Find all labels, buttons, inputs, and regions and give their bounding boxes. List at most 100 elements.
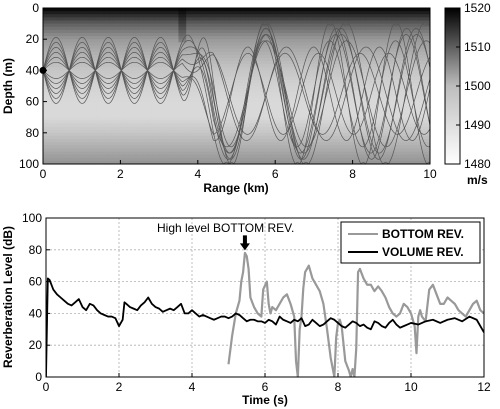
field-cell	[348, 76, 353, 81]
field-cell	[58, 23, 63, 28]
field-cell	[139, 132, 145, 137]
field-cell	[54, 107, 59, 112]
field-cell	[70, 92, 75, 96]
field-cell	[368, 73, 373, 78]
field-cell	[101, 29, 106, 34]
field-cell	[375, 110, 381, 115]
field-cell	[116, 51, 121, 56]
field-cell	[391, 142, 396, 146]
field-cell	[97, 42, 102, 46]
field-cell	[410, 26, 415, 31]
field-cell	[85, 32, 90, 37]
field-cell	[81, 14, 86, 18]
field-cell	[155, 79, 160, 84]
field-cell	[43, 89, 48, 93]
field-cell	[310, 92, 315, 96]
field-cell	[197, 42, 203, 46]
field-cell	[298, 89, 303, 93]
field-cell	[120, 51, 125, 56]
field-cell	[251, 32, 257, 37]
field-cell	[93, 64, 98, 68]
field-cell	[395, 154, 400, 159]
field-cell	[170, 17, 175, 21]
field-cell	[120, 123, 125, 127]
field-cell	[236, 76, 241, 81]
field-cell	[313, 129, 319, 134]
field-cell	[128, 82, 133, 87]
field-cell	[190, 39, 195, 43]
field-cell	[255, 92, 261, 96]
field-cell	[97, 36, 102, 40]
field-cell	[387, 82, 392, 87]
field-cell	[348, 98, 353, 102]
field-cell	[58, 36, 63, 40]
field-cell	[205, 95, 210, 99]
field-cell	[66, 123, 71, 127]
field-cell	[340, 54, 346, 59]
field-cell	[410, 82, 415, 87]
field-cell	[124, 151, 129, 156]
field-cell	[97, 157, 102, 162]
field-cell	[302, 70, 307, 74]
field-cell	[112, 67, 117, 71]
field-cell	[190, 151, 195, 156]
field-cell	[132, 39, 137, 43]
field-cell	[244, 20, 249, 24]
field-cell	[275, 154, 280, 159]
field-cell	[224, 135, 230, 140]
field-cell	[251, 20, 257, 24]
field-cell	[244, 132, 249, 137]
field-cell	[290, 36, 295, 40]
field-cell	[406, 95, 412, 99]
field-cell	[77, 51, 83, 56]
field-cell	[166, 8, 172, 12]
field-cell	[259, 123, 264, 127]
field-cell	[62, 139, 67, 143]
field-cell	[62, 67, 67, 71]
field-cell	[356, 36, 361, 40]
field-cell	[422, 86, 427, 90]
field-cell	[279, 151, 284, 156]
field-cell	[112, 135, 117, 140]
field-cell	[228, 17, 234, 21]
field-cell	[54, 123, 59, 127]
field-cell	[263, 45, 268, 49]
field-cell	[159, 95, 164, 99]
field-cell	[383, 79, 388, 84]
field-cell	[364, 82, 369, 87]
field-cell	[368, 57, 373, 62]
field-cell	[321, 26, 326, 31]
field-cell	[139, 70, 145, 74]
field-cell	[364, 14, 369, 18]
field-cell	[62, 129, 67, 134]
field-cell	[46, 48, 52, 53]
field-cell	[244, 117, 249, 121]
field-cell	[275, 82, 280, 87]
field-cell	[178, 157, 183, 162]
field-cell	[333, 101, 338, 106]
field-cell	[46, 57, 52, 62]
field-cell	[139, 17, 145, 21]
field-cell	[93, 92, 98, 96]
field-cell	[43, 17, 48, 21]
field-cell	[248, 64, 253, 68]
field-cell	[151, 145, 156, 149]
field-cell	[410, 120, 415, 124]
field-cell	[70, 86, 75, 90]
field-cell	[310, 36, 315, 40]
field-cell	[217, 95, 222, 99]
field-cell	[333, 17, 338, 21]
field-cell	[112, 54, 117, 59]
field-cell	[112, 61, 117, 65]
field-cell	[201, 101, 206, 106]
field-cell	[406, 39, 412, 43]
field-cell	[340, 129, 346, 134]
field-cell	[97, 126, 102, 131]
field-cell	[379, 23, 384, 28]
field-cell	[383, 23, 388, 28]
field-cell	[426, 29, 430, 34]
field-cell	[224, 132, 230, 137]
field-cell	[387, 26, 392, 31]
field-cell	[124, 8, 129, 12]
field-cell	[54, 142, 59, 146]
